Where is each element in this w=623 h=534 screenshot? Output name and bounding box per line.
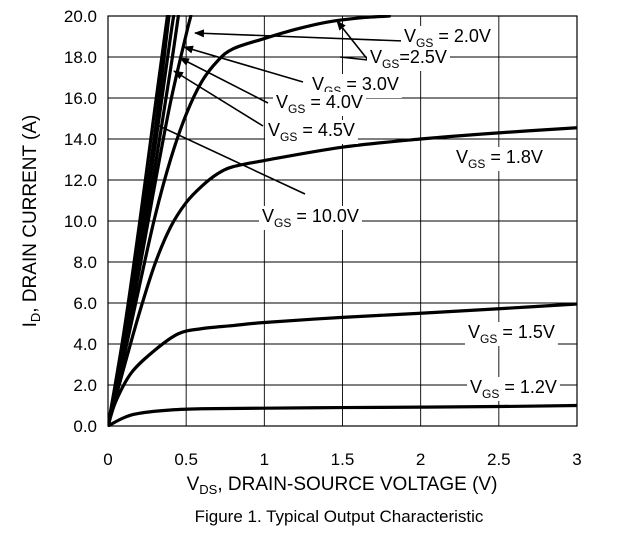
y-tick-label: 14.0 [64,130,97,149]
label-leaders [154,20,405,195]
y-tick-label: 12.0 [64,171,97,190]
series-label-6: VGS = 4.0V [276,92,363,116]
x-axis-title: VDS, DRAIN-SOURCE VOLTAGE (V) [187,474,498,497]
label-leader-line [179,57,269,104]
label-leader-line [173,70,264,127]
series-line-8 [108,15,170,427]
series-label-8: VGS = 10.0V [262,206,359,230]
y-tick-label: 4.0 [73,335,97,354]
y-tick-label: 0.0 [73,417,97,436]
series-curves [108,15,577,427]
series-line-2 [108,126,577,427]
series-label-backdrop [467,377,560,401]
x-tick-label: 0.5 [174,450,198,469]
label-leader-line [194,29,405,42]
x-tick-labels: 0 0.5 1 1.5 2 2.5 3 [103,450,581,469]
series-labels: VGS = 1.2V VGS = 1.5V VGS = 1.8V VGS = 2.0V… [259,26,560,401]
series-line-0 [108,403,577,427]
y-axis-title: ID, DRAIN CURRENT (A) [20,115,43,328]
label-leader-line [154,123,306,195]
series-label-backdrop [401,26,494,50]
x-tick-label: 2 [416,450,425,469]
series-label-backdrop [265,120,358,144]
series-label-1: VGS = 1.5V [468,322,555,346]
y-tick-labels: 0.0 2.0 4.0 6.0 8.0 10.0 12.0 14.0 16.0 18.0 20.0 [64,7,97,436]
y-tick-label: 18.0 [64,48,97,67]
series-label-5: VGS = 3.0V [312,74,399,98]
y-tick-label: 16.0 [64,89,97,108]
x-tick-label: 3 [572,450,581,469]
x-tick-label: 1.5 [331,450,355,469]
series-label-3: VGS = 2.0V [404,26,491,50]
x-tick-label: 2.5 [487,450,511,469]
y-tick-label: 20.0 [64,7,97,26]
series-label-backdrop [453,147,546,171]
series-label-backdrop [273,92,366,116]
series-line-1 [108,302,577,427]
x-tick-label: 1 [260,450,269,469]
y-tick-label: 6.0 [73,294,97,313]
series-label-backdrop [367,47,450,71]
label-leader-line [336,20,369,61]
label-leader-line [183,45,304,83]
label-leader-line [339,56,369,61]
series-label-0: VGS = 1.2V [470,377,557,401]
series-label-backdrop [465,322,558,346]
y-tick-label: 8.0 [73,253,97,272]
series-line-3 [108,15,391,427]
series-label-2: VGS = 1.8V [456,147,543,171]
series-label-7: VGS = 4.5V [268,120,355,144]
plot-frame [107,15,578,427]
series-label-backdrop [259,206,362,230]
x-tick-label: 0 [103,450,112,469]
y-tick-label: 2.0 [73,376,97,395]
series-label-4: VGS=2.5V [370,47,447,71]
figure-caption: Figure 1. Typical Output Characteristic [195,507,484,526]
y-tick-label: 10.0 [64,212,97,231]
